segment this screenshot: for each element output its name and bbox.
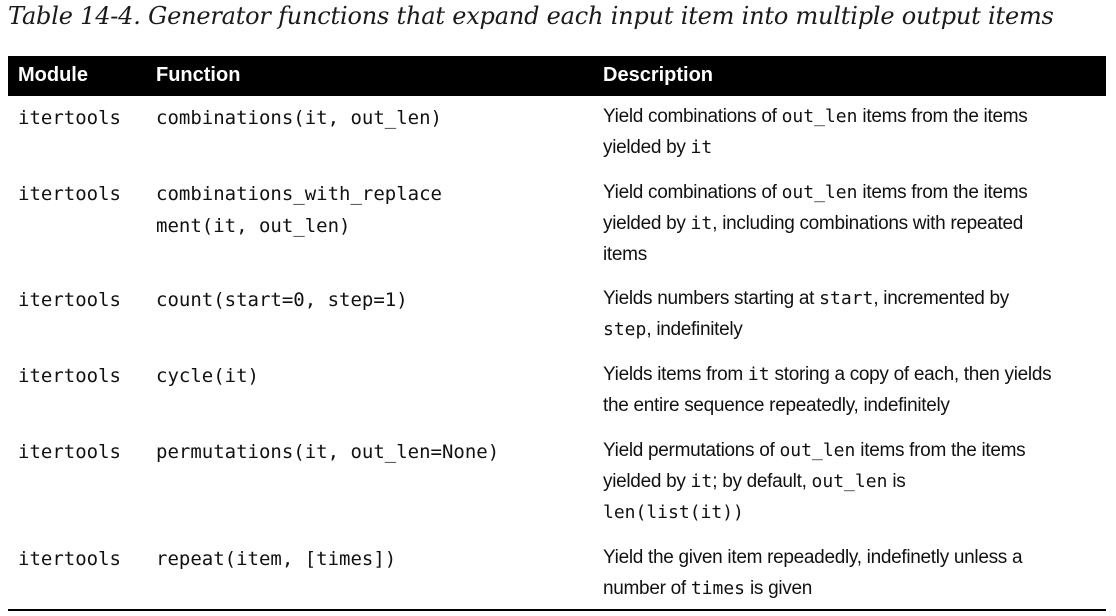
- description-text: yielded by: [603, 213, 691, 234]
- function-cell: combinations_with_replace ment(it, out_le…: [156, 178, 442, 242]
- description-cell: Yield the given item repeadedly, indefin…: [603, 542, 1083, 604]
- function-signature-line: count(start=0, step=1): [156, 289, 408, 311]
- description-line: step, indefinitely: [603, 314, 1083, 345]
- module-cell: itertools: [18, 548, 121, 570]
- description-cell: Yield combinations of out_len items from…: [603, 177, 1083, 270]
- module-cell: itertools: [18, 183, 121, 205]
- function-signature-line: ment(it, out_len): [156, 215, 351, 237]
- description-text: items from the items: [857, 106, 1028, 127]
- module-cell: itertools: [18, 107, 121, 129]
- function-cell: repeat(item, [times]): [156, 543, 396, 575]
- description-text: number of: [603, 578, 691, 599]
- description-text: Yield combinations of: [603, 106, 782, 127]
- description-text: yielded by: [603, 471, 691, 492]
- description-text: , incremented by: [873, 288, 1009, 309]
- description-text: , including combinations with repeated: [712, 213, 1023, 234]
- description-text: the entire sequence repeatedly, indefini…: [603, 395, 950, 416]
- description-text: ; by default,: [712, 471, 812, 492]
- inline-code: times: [690, 578, 746, 599]
- module-cell: itertools: [18, 365, 121, 387]
- description-text: items from the items: [857, 182, 1028, 203]
- description-text: Yield permutations of: [603, 440, 780, 461]
- function-signature-line: repeat(item, [times]): [156, 548, 397, 570]
- inline-code: out_len: [781, 106, 858, 127]
- module-cell: itertools: [18, 289, 121, 311]
- table-row: itertools combinations_with_replace ment(i…: [8, 178, 1106, 284]
- description-text: is given: [745, 578, 813, 599]
- inline-code: start: [819, 288, 874, 309]
- inline-code: it: [690, 213, 713, 234]
- generator-functions-table: Module Function Description itertools com…: [8, 56, 1106, 599]
- inline-code: step: [603, 319, 647, 340]
- description-text: Yield the given item repeadedly, indefin…: [603, 547, 1023, 568]
- description-text: Yield combinations of: [603, 182, 782, 203]
- description-cell: Yields items from it storing a copy of e…: [603, 359, 1083, 421]
- table-row: itertools combinations(it, out_len) Yield …: [8, 102, 1106, 178]
- description-line: Yield combinations of out_len items from…: [603, 177, 1083, 208]
- header-description: Description: [603, 64, 714, 86]
- description-line: items: [603, 239, 1083, 270]
- function-signature-line: cycle(it): [156, 365, 259, 387]
- description-line: number of times is given: [603, 573, 1083, 604]
- description-text: storing a copy of each, then yields: [769, 364, 1052, 385]
- description-line: yielded by it; by default, out_len is: [603, 466, 1083, 497]
- description-line: Yields items from it storing a copy of e…: [603, 359, 1083, 390]
- function-cell: cycle(it): [156, 360, 259, 392]
- table-row: itertools count(start=0, step=1) Yields nu…: [8, 284, 1106, 360]
- table-header-row: Module Function Description: [8, 56, 1106, 96]
- description-text: , indefinitely: [646, 319, 743, 340]
- description-text: is: [887, 471, 906, 492]
- description-text: items: [603, 244, 647, 265]
- header-function: Function: [156, 64, 241, 86]
- function-cell: count(start=0, step=1): [156, 284, 408, 316]
- description-text: items from the items: [855, 440, 1026, 461]
- header-module: Module: [18, 64, 88, 86]
- function-signature-line: permutations(it, out_len=None): [156, 441, 500, 463]
- table-row: itertools cycle(it) Yields items from it s…: [8, 360, 1106, 436]
- inline-code: out_len: [811, 471, 888, 492]
- description-text: Yields items from: [603, 364, 748, 385]
- table-caption: Table 14-4. Generator functions that exp…: [8, 2, 1054, 30]
- description-line: Yield the given item repeadedly, indefin…: [603, 542, 1083, 573]
- inline-code: out_len: [779, 440, 856, 461]
- module-cell: itertools: [18, 441, 121, 463]
- description-cell: Yield combinations of out_len items from…: [603, 101, 1083, 163]
- table-row: itertools repeat(item, [times]) Yield the …: [8, 543, 1106, 603]
- description-line: len(list(it)): [603, 497, 1083, 528]
- description-text: Yields numbers starting at: [603, 288, 820, 309]
- table-row: itertools permutations(it, out_len=None) Y…: [8, 436, 1106, 543]
- description-line: yielded by it: [603, 132, 1083, 163]
- description-cell: Yields numbers starting at start, increm…: [603, 283, 1083, 345]
- description-text: yielded by: [603, 137, 691, 158]
- function-cell: combinations(it, out_len): [156, 102, 442, 134]
- function-signature-line: combinations(it, out_len): [156, 107, 442, 129]
- description-cell: Yield permutations of out_len items from…: [603, 435, 1083, 528]
- description-line: Yields numbers starting at start, increm…: [603, 283, 1083, 314]
- inline-code: it: [747, 364, 770, 385]
- description-line: yielded by it, including combinations wi…: [603, 208, 1083, 239]
- function-cell: permutations(it, out_len=None): [156, 436, 499, 468]
- inline-code: out_len: [781, 182, 858, 203]
- inline-code: it: [690, 471, 713, 492]
- inline-code: len(list(it)): [603, 502, 744, 523]
- inline-code: it: [690, 137, 713, 158]
- description-line: Yield permutations of out_len items from…: [603, 435, 1083, 466]
- function-signature-line: combinations_with_replace: [156, 183, 442, 205]
- description-line: the entire sequence repeatedly, indefini…: [603, 390, 1083, 421]
- description-line: Yield combinations of out_len items from…: [603, 101, 1083, 132]
- table-bottom-rule: [8, 609, 1106, 611]
